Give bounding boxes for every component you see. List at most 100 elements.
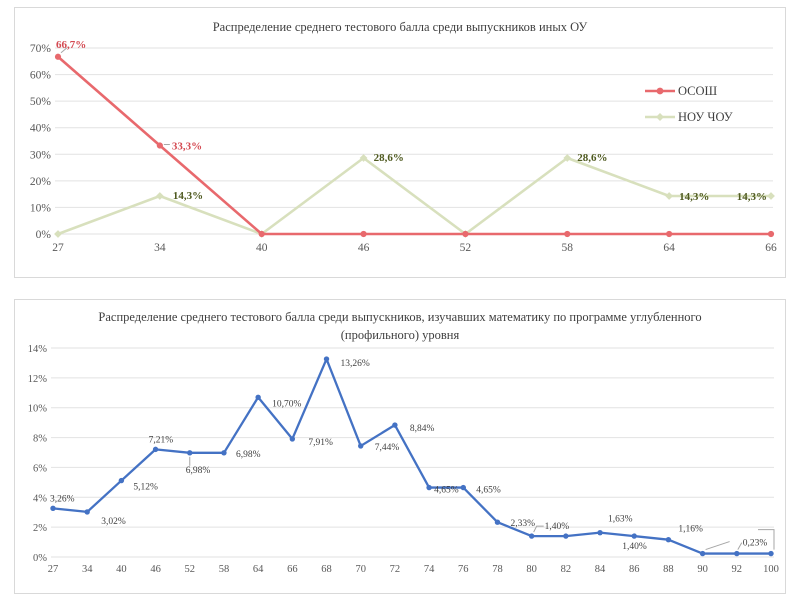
y-axis-tick-label: 0% <box>33 553 47 564</box>
x-axis-tick-label: 52 <box>185 564 196 575</box>
data-label: 0,23% <box>743 539 768 549</box>
y-axis-tick-label: 60% <box>30 70 52 82</box>
data-point-marker <box>460 484 466 491</box>
data-point-marker <box>494 519 501 525</box>
x-axis-tick-label: 70 <box>355 564 366 575</box>
data-label: 7,91% <box>308 438 333 448</box>
data-point-marker <box>54 53 62 60</box>
data-point-marker <box>155 192 164 200</box>
chart-top: 0% 10% 20% 30% 40% 50% 60% 70% 27 34 40 46 52 58 64 66 1… <box>14 7 786 278</box>
data-label: 6,98% <box>186 466 211 476</box>
legend-item: НОУ ЧОУ <box>645 104 733 130</box>
x-axis-tick-label: 66 <box>287 564 298 575</box>
legend-item: ОСОШ <box>645 78 733 104</box>
y-axis-tick-label: 50% <box>30 96 52 108</box>
x-axis-tick-label: 58 <box>219 564 230 575</box>
y-axis-tick-label: 70% <box>30 43 52 55</box>
data-point-marker <box>258 230 265 238</box>
data-point-marker <box>152 446 159 453</box>
data-point-marker <box>289 436 296 442</box>
data-point-marker <box>118 477 125 484</box>
data-point-marker <box>426 484 432 491</box>
x-axis-tick-label: 68 <box>321 564 332 575</box>
x-axis-tick-label: 100 <box>763 564 779 575</box>
data-point-marker <box>734 550 740 557</box>
x-axis-tick-label: 27 <box>52 242 64 254</box>
bottom-chart-title-line1: Распределение среднего тестового балла с… <box>98 310 702 324</box>
x-axis-tick-label: 58 <box>562 242 574 254</box>
data-point-marker <box>255 394 261 400</box>
legend-line-circle-marker <box>645 87 675 95</box>
data-point-marker <box>187 450 193 456</box>
bottom-plot-area: 0% 2% 4% 6% 8% 10% 12% 14% 27 34 40 46 52 58 64 66 68 70 7… <box>28 344 779 575</box>
data-point-marker <box>665 192 674 200</box>
data-point-marker <box>360 230 367 238</box>
x-axis-tick-label: 46 <box>358 242 370 254</box>
data-label: 14,3% <box>737 191 767 203</box>
legend-label: ОСОШ <box>678 83 718 98</box>
data-label: 7,21% <box>149 435 174 445</box>
data-label: 13,26% <box>341 359 370 369</box>
legend: ОСОШ НОУ ЧОУ <box>645 78 733 130</box>
data-point-marker <box>392 422 398 428</box>
x-axis-tick-label: 52 <box>460 242 472 254</box>
y-axis-tick-label: 8% <box>33 434 47 445</box>
data-point-marker <box>699 550 706 557</box>
data-point-marker <box>666 230 673 238</box>
data-point-marker <box>767 230 775 238</box>
data-label: 1,40% <box>622 542 647 552</box>
label-leader-line <box>757 529 775 550</box>
data-point-marker <box>358 443 364 449</box>
x-axis-tick-label: 76 <box>458 564 469 575</box>
data-label: 3,02% <box>101 517 126 527</box>
x-axis-tick-label: 88 <box>663 564 674 575</box>
data-label: 28,6% <box>374 152 404 164</box>
data-label: 66,7% <box>56 39 86 51</box>
x-axis-tick-label: 34 <box>82 564 93 575</box>
data-point-marker <box>359 154 368 162</box>
data-point-marker <box>768 550 774 557</box>
y-axis-tick-label: 40% <box>30 123 52 135</box>
data-point-marker <box>84 509 90 515</box>
data-label: 1,63% <box>608 515 633 525</box>
series-line <box>57 156 771 236</box>
legend-label: НОУ ЧОУ <box>678 109 733 124</box>
data-point-marker <box>528 533 535 539</box>
x-axis-tick-label: 64 <box>663 242 675 254</box>
data-label: 1,40% <box>545 522 570 532</box>
legend-marker <box>656 87 664 95</box>
x-axis-tick-label: 84 <box>595 564 606 575</box>
data-point-marker <box>665 536 672 543</box>
data-label: 8,84% <box>410 424 435 434</box>
bottom-chart-title-line2: (профильного) уровня <box>340 328 460 342</box>
data-point-marker <box>323 356 330 362</box>
y-axis-tick-label: 20% <box>30 176 52 188</box>
y-axis-tick-label: 10% <box>28 404 48 415</box>
x-axis-tick-label: 72 <box>390 564 401 575</box>
data-label: 6,98% <box>236 450 261 460</box>
x-axis-tick-label: 78 <box>492 564 503 575</box>
label-leader-line <box>737 542 743 550</box>
x-axis-tick-label: 66 <box>765 242 777 254</box>
y-axis-tick-label: 30% <box>30 149 52 161</box>
x-axis-tick-label: 80 <box>526 564 537 575</box>
x-axis-tick-label: 74 <box>424 564 435 575</box>
data-point-marker <box>156 142 163 149</box>
data-label: 3,26% <box>50 494 75 504</box>
data-point-marker <box>767 192 775 200</box>
data-label: 28,6% <box>577 152 607 164</box>
x-axis-tick-label: 27 <box>48 564 59 575</box>
data-point-marker <box>564 230 571 238</box>
y-axis-tick-label: 2% <box>33 523 47 534</box>
y-axis-tick-label: 0% <box>36 229 52 241</box>
data-label: 7,44% <box>375 443 400 453</box>
data-point-marker <box>54 230 62 238</box>
data-point-marker <box>563 533 569 539</box>
y-axis-tick-label: 12% <box>28 374 48 385</box>
x-axis-tick-label: 90 <box>697 564 708 575</box>
data-label: 14,3% <box>679 191 709 203</box>
data-label: 5,12% <box>133 483 158 493</box>
legend-marker <box>656 113 664 121</box>
top-plot-area: 0% 10% 20% 30% 40% 50% 60% 70% 27 34 40 46 52 58 64 66 1… <box>30 39 777 254</box>
